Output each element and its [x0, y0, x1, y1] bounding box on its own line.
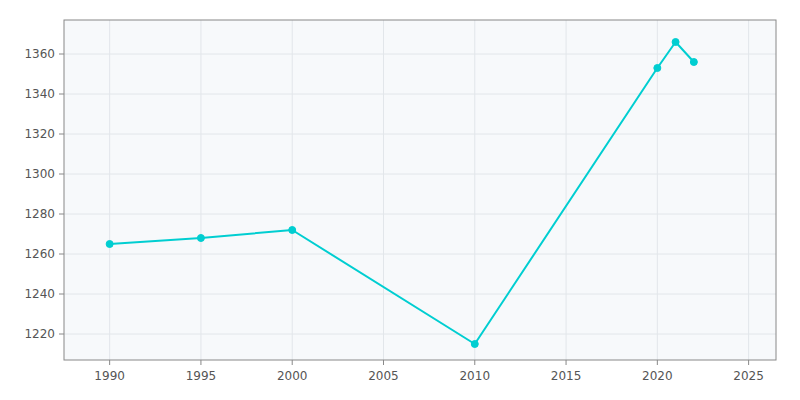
y-grid-line: [64, 214, 776, 215]
x-tick: [292, 360, 293, 365]
x-tick: [200, 360, 201, 365]
y-tick: [59, 334, 64, 335]
x-grid-line: [566, 20, 567, 360]
x-grid-line: [200, 20, 201, 360]
y-tick: [59, 254, 64, 255]
y-tick: [59, 214, 64, 215]
x-tick-label: 2010: [459, 369, 490, 383]
x-tick-label: 2000: [277, 369, 308, 383]
x-tick-label: 2025: [733, 369, 764, 383]
y-tick: [59, 294, 64, 295]
grid: [64, 20, 776, 360]
x-tick: [109, 360, 110, 365]
y-grid-line: [64, 334, 776, 335]
chart: 1990 1995 2000 2005 2010 2015 2020 2025 1220 1240…: [0, 0, 800, 400]
y-tick-label: 1280: [24, 207, 55, 221]
y-grid-line: [64, 254, 776, 255]
x-grid-line: [292, 20, 293, 360]
x-grid-line: [109, 20, 110, 360]
y-tick-label: 1360: [24, 47, 55, 61]
x-tick: [566, 360, 567, 365]
y-tick-label: 1220: [24, 327, 55, 341]
x-tick-label: 2015: [551, 369, 582, 383]
y-tick-label: 1240: [24, 287, 55, 301]
series: [106, 39, 697, 348]
point: [690, 59, 697, 66]
x-grid-line: [383, 20, 384, 360]
y-grid-line: [64, 94, 776, 95]
x-grid-line: [474, 20, 475, 360]
x-tick: [748, 360, 749, 365]
point: [672, 39, 679, 46]
y-tick: [59, 54, 64, 55]
y-tick-label: 1260: [24, 247, 55, 261]
x-tick: [657, 360, 658, 365]
axes: 1990 1995 2000 2005 2010 2015 2020 2025 1220 1240…: [24, 20, 776, 383]
x-tick-label: 2005: [368, 369, 399, 383]
x-tick-label: 1990: [94, 369, 125, 383]
x-grid-line: [748, 20, 749, 360]
y-tick: [59, 94, 64, 95]
plot-frame: [64, 20, 776, 360]
y-tick-label: 1340: [24, 87, 55, 101]
x-tick: [474, 360, 475, 365]
y-tick-label: 1300: [24, 167, 55, 181]
point: [197, 235, 204, 242]
point: [289, 227, 296, 234]
x-tick-label: 2020: [642, 369, 673, 383]
point: [471, 341, 478, 348]
y-grid-line: [64, 294, 776, 295]
y-grid-line: [64, 54, 776, 55]
y-grid-line: [64, 134, 776, 135]
y-tick-label: 1320: [24, 127, 55, 141]
plot-background: [64, 20, 776, 360]
y-tick: [59, 134, 64, 135]
y-grid-line: [64, 174, 776, 175]
point: [654, 65, 661, 72]
x-tick: [383, 360, 384, 365]
point: [106, 241, 113, 248]
line: [110, 42, 694, 344]
x-tick-label: 1995: [186, 369, 217, 383]
y-tick: [59, 174, 64, 175]
chart-container: 1990 1995 2000 2005 2010 2015 2020 2025 1220 1240…: [0, 0, 800, 400]
